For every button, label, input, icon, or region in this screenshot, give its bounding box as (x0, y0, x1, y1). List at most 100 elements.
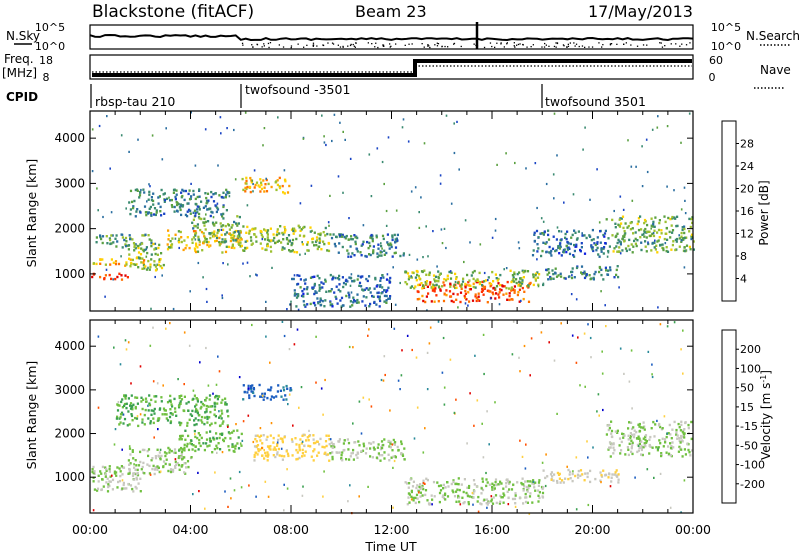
nsearch-point (616, 43, 618, 45)
heatmap-cell (680, 348, 682, 351)
heatmap-cell (642, 232, 645, 235)
heatmap-cell (596, 168, 598, 171)
time-axis-labels: 00:00 04:00 08:00 12:00 16:00 20:00 00:00 (72, 522, 711, 537)
heatmap-cell (269, 398, 272, 401)
heatmap-cell (141, 257, 144, 260)
heatmap-cell (473, 490, 476, 493)
heatmap-cell (658, 221, 661, 225)
heatmap-cell (331, 446, 334, 449)
heatmap-cell (135, 478, 139, 481)
heatmap-cell (194, 238, 197, 241)
heatmap-cell (379, 279, 382, 282)
nsearch-point (642, 44, 645, 46)
heatmap-cell (526, 480, 529, 483)
heatmap-cell (381, 446, 384, 450)
heatmap-cell (198, 240, 201, 243)
heatmap-cell (450, 299, 453, 303)
heatmap-cell (481, 477, 484, 480)
heatmap-cell (328, 459, 331, 462)
heatmap-cell (455, 286, 458, 289)
heatmap-cell (121, 406, 124, 409)
heatmap-cell (589, 277, 592, 281)
heatmap-cell (542, 283, 545, 287)
heatmap-cell (148, 403, 152, 407)
heatmap-cell (457, 306, 459, 309)
heatmap-cell (295, 296, 299, 299)
heatmap-cell (659, 425, 662, 429)
heatmap-cell (418, 211, 420, 214)
heatmap-cell (512, 278, 515, 281)
heatmap-cell (452, 490, 455, 494)
heatmap-cell (492, 292, 495, 296)
heatmap-cell (340, 305, 343, 308)
heatmap-cell (245, 231, 248, 234)
heatmap-cell (317, 451, 320, 454)
heatmap-cell (166, 243, 169, 246)
heatmap-cell (334, 295, 337, 299)
heatmap-cell (172, 191, 175, 194)
nsearch-point (256, 44, 259, 46)
heatmap-cell (192, 389, 195, 392)
heatmap-cell (425, 282, 428, 286)
heatmap-cell (313, 282, 316, 286)
heatmap-cell (534, 489, 537, 492)
heatmap-cell (207, 199, 210, 202)
heatmap-cell (215, 432, 218, 435)
heatmap-cell (145, 246, 148, 249)
heatmap-cell (386, 241, 389, 244)
heatmap-cell (310, 455, 313, 458)
heatmap-cell (183, 409, 186, 413)
heatmap-cell (349, 284, 352, 287)
heatmap-cell (179, 434, 182, 438)
heatmap-cell (129, 402, 133, 405)
heatmap-cell (205, 202, 208, 205)
heatmap-cell (352, 280, 356, 283)
heatmap-cell (379, 459, 382, 462)
heatmap-cell (213, 402, 216, 405)
heatmap-cell (393, 233, 396, 237)
heatmap-cell (200, 230, 204, 234)
heatmap-cell (186, 424, 189, 427)
heatmap-cell (277, 434, 280, 437)
heatmap-cell (387, 297, 390, 300)
heatmap-cell (673, 321, 676, 324)
heatmap-cell (602, 278, 605, 281)
nsearch-point (543, 46, 546, 48)
heatmap-cell (266, 233, 269, 236)
heatmap-cell (457, 494, 460, 498)
heatmap-cell (159, 448, 162, 451)
heatmap-cell (314, 240, 318, 243)
heatmap-cell (335, 297, 338, 300)
heatmap-cell (548, 245, 551, 249)
heatmap-cell (569, 477, 572, 480)
heatmap-cell (488, 443, 490, 446)
heatmap-cell (222, 262, 224, 265)
heatmap-cell (318, 241, 321, 244)
heatmap-cell (417, 290, 420, 294)
heatmap-cell (534, 277, 537, 280)
heatmap-cell (506, 490, 509, 493)
heatmap-cell (338, 235, 341, 238)
heatmap-cell (521, 269, 524, 272)
heatmap-cell (680, 240, 683, 243)
heatmap-cell (224, 196, 227, 199)
heatmap-cell (387, 136, 390, 139)
heatmap-cell (480, 503, 483, 506)
colorbar-tick-label: -15 (740, 420, 758, 433)
heatmap-cell (136, 402, 139, 405)
heatmap-cell (125, 402, 128, 405)
heatmap-cell (177, 404, 181, 408)
heatmap-cell (187, 409, 190, 412)
heatmap-cell (671, 243, 674, 247)
heatmap-cell (680, 423, 683, 427)
heatmap-cell (329, 290, 332, 293)
heatmap-cell (178, 421, 181, 424)
heatmap-cell (183, 383, 185, 386)
heatmap-cell (118, 479, 122, 483)
heatmap-cell (327, 241, 330, 245)
heatmap-cell (412, 499, 415, 502)
heatmap-cell (230, 226, 233, 229)
heatmap-cell (244, 246, 247, 250)
heatmap-cell (141, 448, 144, 452)
heatmap-cell (388, 279, 391, 282)
